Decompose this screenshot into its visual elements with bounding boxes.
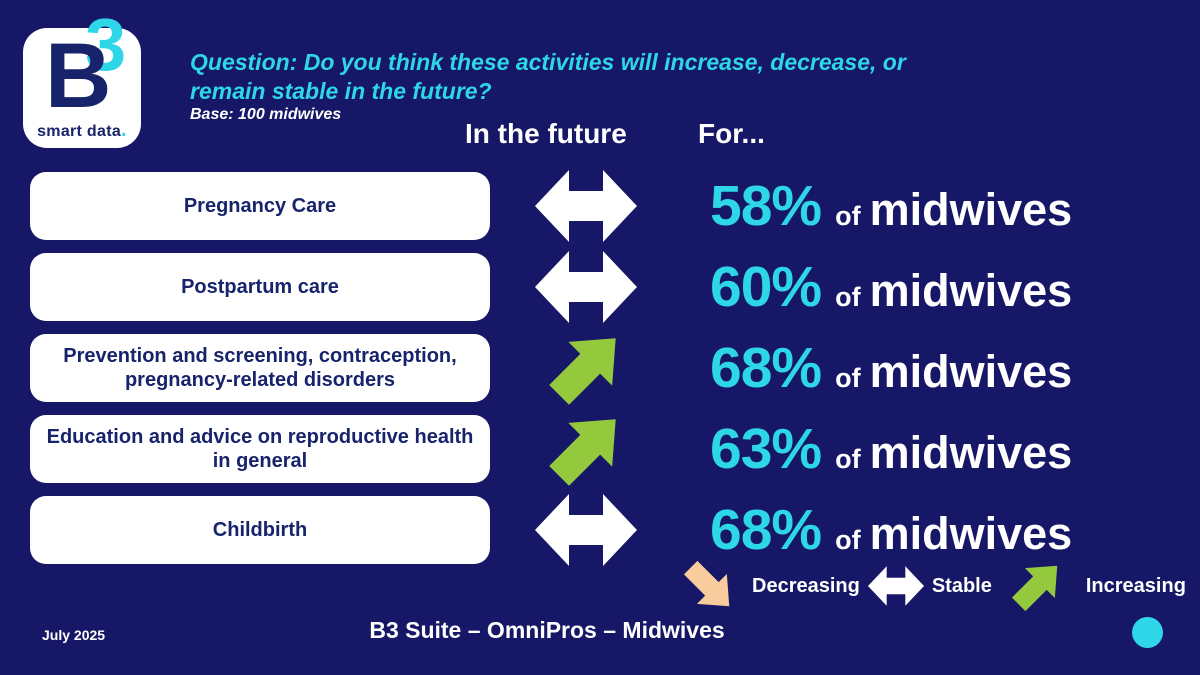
increasing-arrow-icon (549, 338, 616, 405)
trend-arrow-cell (490, 405, 682, 493)
legend-label: Decreasing (752, 574, 860, 597)
question-text: Question: Do you think these activities … (190, 48, 1030, 106)
activity-label: Postpartum care (181, 275, 339, 298)
percent-value: 60% (710, 255, 822, 319)
b3-logo: 3 B smart data. (23, 8, 141, 150)
percent-noun-label: midwives (869, 427, 1073, 478)
percent-of-label: of (835, 282, 861, 312)
percent-of-label: of (835, 525, 861, 555)
percent-noun-label: midwives (869, 265, 1073, 316)
trend-legend: Decreasing Stable Increasing (678, 556, 1194, 616)
percent-noun-label: midwives (869, 508, 1073, 559)
column-header-future: In the future (465, 118, 627, 149)
footer-title: B3 Suite – OmniPros – Midwives (369, 617, 725, 643)
legend-item-stable: Stable (867, 565, 1000, 607)
activity-label: Childbirth (212, 518, 308, 541)
activity-label: Prevention and screening, contraception,… (63, 344, 457, 391)
percent-of-label: of (835, 444, 861, 474)
percent-of-label: of (835, 201, 861, 231)
base-note: Base: 100 midwives (190, 106, 342, 123)
legend-item-increasing: Increasing (1000, 556, 1194, 616)
legend-item-decreasing: Decreasing (678, 556, 868, 616)
stable-arrow-icon (535, 494, 637, 566)
question-line1: Question: Do you think these activities … (190, 49, 906, 75)
stat: 60% of midwives (710, 254, 1072, 320)
table-row: Pregnancy Care 58% of midwives (30, 170, 1180, 242)
decreasing-arrow-icon (683, 560, 730, 607)
logo-caption-text: smart data (37, 123, 122, 140)
activity-box: Education and advice on reproductive hea… (30, 415, 490, 483)
trend-arrow-cell (490, 324, 682, 412)
stat: 63% of midwives (710, 416, 1072, 482)
activity-box: Childbirth (30, 496, 490, 564)
table-row: Postpartum care 60% of midwives (30, 251, 1180, 323)
question-line2: remain stable in the future? (190, 77, 492, 104)
stat: 68% of midwives (710, 335, 1072, 401)
logo-caption: smart data. (23, 119, 141, 142)
logo-digit-3: 3 (85, 3, 127, 86)
activity-box: Postpartum care (30, 253, 490, 321)
footer-date: July 2025 (42, 627, 106, 643)
column-header-for: For... (698, 118, 765, 149)
activity-label: Education and advice on reproductive hea… (46, 425, 474, 472)
activity-rows: Pregnancy Care 58% of midwives Postpartu… (30, 170, 1180, 566)
increasing-arrow-icon (549, 419, 616, 486)
stable-arrow-icon (535, 251, 637, 323)
legend-label: Increasing (1085, 574, 1186, 597)
stable-arrow-icon (535, 170, 637, 242)
table-row: Childbirth 68% of midwives (30, 494, 1180, 566)
logo-background (23, 28, 141, 148)
trend-arrow-cell (490, 492, 682, 568)
activity-label: Pregnancy Care (183, 194, 337, 217)
logo-caption-dot: . (121, 119, 127, 141)
logo-letter-b: B (45, 25, 112, 127)
trend-arrow-cell (490, 249, 682, 325)
stable-arrow-icon (867, 566, 924, 606)
percent-noun-label: midwives (869, 346, 1073, 397)
percent-value: 68% (710, 336, 822, 400)
percent-value: 58% (710, 174, 822, 238)
stat: 58% of midwives (710, 173, 1072, 239)
percent-value: 63% (710, 417, 822, 481)
activity-box: Pregnancy Care (30, 172, 490, 240)
trend-arrow-cell (490, 168, 682, 244)
activity-box: Prevention and screening, contraception,… (30, 334, 490, 402)
legend-label: Stable (931, 574, 992, 597)
table-row: Prevention and screening, contraception,… (30, 334, 1180, 405)
percent-noun-label: midwives (869, 184, 1073, 235)
increasing-arrow-icon (1011, 565, 1058, 612)
corner-dot (1132, 617, 1163, 648)
stat: 68% of midwives (710, 497, 1072, 563)
percent-value: 68% (710, 498, 822, 562)
percent-of-label: of (835, 363, 861, 393)
table-row: Education and advice on reproductive hea… (30, 415, 1180, 486)
